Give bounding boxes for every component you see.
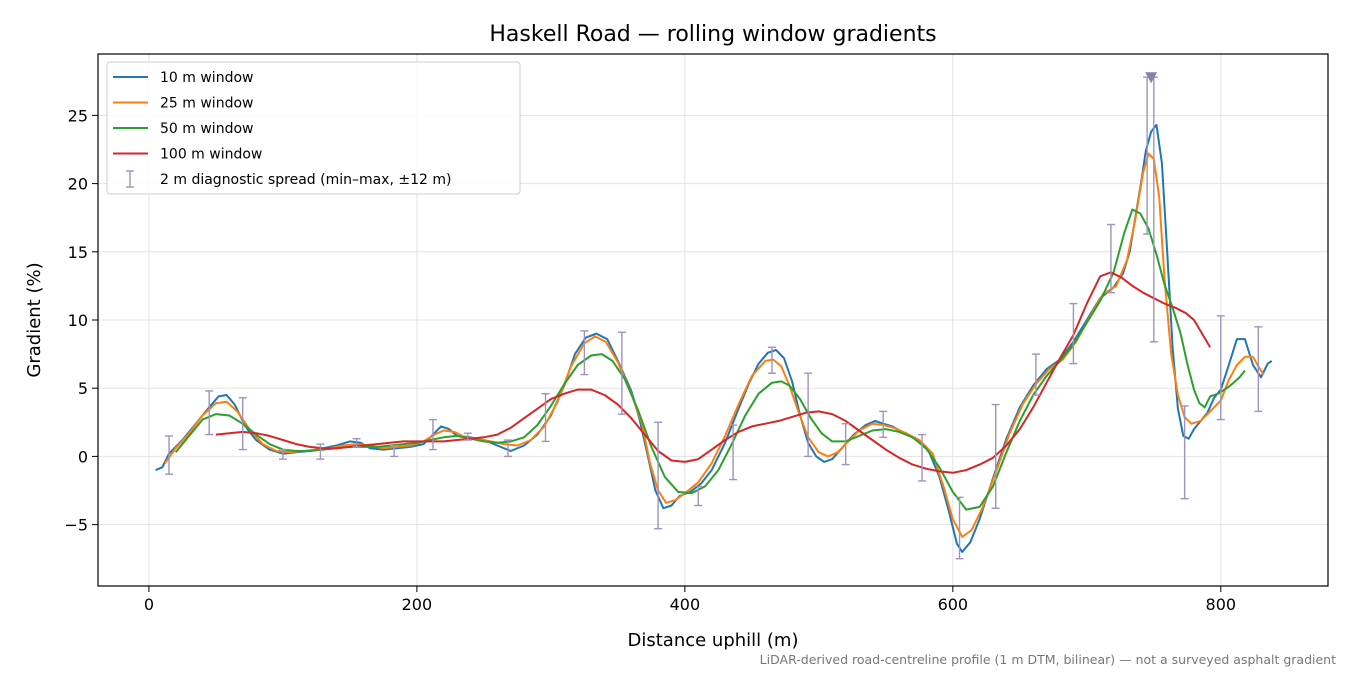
error-bar: [1254, 326, 1263, 413]
y-tick-label: 15: [68, 243, 88, 262]
y-axis-label: Gradient (%): [24, 262, 45, 377]
error-bar: [316, 443, 325, 460]
series-line-4: [215, 271, 1211, 474]
error-bar: [654, 421, 663, 530]
error-bar: [1069, 302, 1078, 365]
max-marker: [1145, 72, 1158, 84]
error-bar: [617, 331, 626, 415]
markers: [1145, 72, 1158, 84]
error-bar: [1031, 353, 1040, 396]
error-bar: [1216, 315, 1225, 421]
x-tick-label: 600: [938, 595, 969, 614]
error-bar: [541, 392, 550, 443]
error-bar: [580, 330, 589, 376]
series-line-3: [174, 208, 1246, 511]
legend-label: 100 m window: [160, 147, 262, 163]
error-bars: [165, 76, 1263, 560]
legend-label: 50 m window: [160, 121, 253, 137]
error-bar: [955, 496, 964, 560]
x-tick-label: 0: [144, 595, 154, 614]
error-bar: [205, 390, 214, 436]
error-bar: [352, 437, 361, 448]
error-bar: [504, 439, 512, 458]
error-bar: [238, 397, 247, 451]
y-tick-label: 5: [78, 379, 88, 398]
error-bar: [694, 485, 703, 507]
error-bar: [729, 424, 738, 481]
x-tick-label: 200: [402, 595, 433, 614]
error-bar: [463, 432, 472, 441]
error-bar: [1106, 223, 1115, 294]
y-tick-label: 20: [68, 175, 88, 194]
y-tick-label: 0: [78, 447, 88, 466]
error-bar: [278, 448, 287, 460]
error-bar: [804, 372, 813, 458]
error-bar: [841, 422, 850, 466]
legend-label: 25 m window: [160, 96, 253, 112]
x-axis-label: Distance uphill (m): [628, 630, 799, 651]
series-line-2: [164, 152, 1265, 538]
legend-label: 2 m diagnostic spread (min–max, ±12 m): [160, 172, 451, 188]
legend: 10 m window 25 m window 50 m window 100 m w…: [106, 61, 521, 195]
error-bar: [767, 346, 776, 374]
error-bar: [428, 418, 437, 451]
error-bar: [1180, 405, 1189, 500]
error-bar: [390, 444, 399, 458]
footnote: LiDAR-derived road-centreline profile (1…: [760, 652, 1336, 667]
axis-ticks: 0 200 400 600 800 −5 0 5 10 15 20 25: [64, 106, 1236, 614]
series-layer: [155, 123, 1273, 553]
error-bar: [1149, 76, 1158, 343]
error-bar: [918, 433, 927, 482]
legend-box: [106, 61, 521, 195]
x-tick-label: 400: [670, 595, 701, 614]
legend-label: 10 m window: [160, 70, 253, 86]
x-tick-label: 800: [1206, 595, 1237, 614]
y-tick-label: 10: [68, 311, 88, 330]
error-bar: [879, 410, 888, 439]
y-tick-label: 25: [68, 106, 88, 125]
legend-swatch-errorbar: [126, 170, 134, 188]
chart-title: Haskell Road — rolling window gradients: [489, 22, 936, 47]
error-bar: [991, 403, 1000, 509]
error-bar: [165, 435, 174, 475]
y-tick-label: −5: [64, 516, 88, 535]
